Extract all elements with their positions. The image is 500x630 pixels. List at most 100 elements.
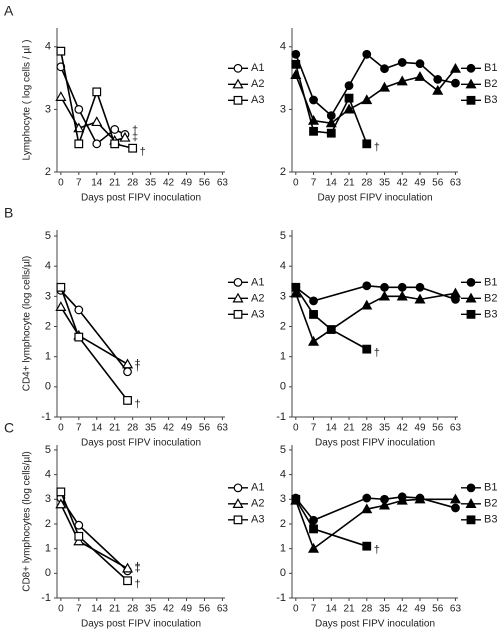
marker — [309, 310, 318, 319]
marker — [361, 94, 373, 105]
x-tick-label: 35 — [379, 604, 391, 615]
marker — [55, 498, 67, 509]
x-tick-label: 21 — [343, 604, 355, 615]
series-line — [60, 289, 129, 373]
x-tick-label: 7 — [311, 604, 317, 615]
legend-label: A1 — [251, 482, 264, 494]
x-tick-label: 42 — [397, 178, 409, 189]
marker — [309, 296, 318, 306]
legend-label: A1 — [251, 276, 264, 288]
x-tick-label: 49 — [181, 178, 193, 189]
y-tick-label: 3 — [45, 103, 51, 115]
marker — [397, 282, 407, 292]
y-tick-label: 4 — [280, 260, 286, 272]
marker — [123, 396, 132, 405]
x-tick-label: 42 — [163, 178, 175, 189]
series-line — [295, 292, 456, 343]
x-tick-label: 56 — [432, 604, 444, 615]
x-tick-label: 63 — [450, 423, 462, 434]
marker — [344, 81, 354, 90]
x-tick-label: 28 — [361, 423, 373, 434]
marker — [451, 503, 460, 513]
legend-label: B3 — [484, 308, 497, 320]
legend-label: B3 — [484, 514, 497, 526]
legend-marker — [233, 63, 243, 73]
marker — [415, 282, 425, 292]
legend-label: B2 — [484, 78, 497, 90]
annotation: † — [140, 146, 146, 158]
annotation: † — [135, 362, 141, 374]
annotation: ‡ — [135, 562, 141, 574]
marker — [110, 139, 120, 149]
legend-marker — [466, 515, 476, 525]
x-tick-label: 49 — [414, 423, 426, 434]
x-tick-label: 7 — [76, 178, 82, 189]
x-tick-label: 63 — [450, 178, 462, 189]
y-tick-label: 0 — [45, 567, 51, 579]
marker — [110, 125, 120, 134]
x-tick-label: 56 — [199, 423, 211, 434]
legend-marker — [466, 309, 476, 319]
legend-marker — [233, 309, 243, 319]
marker — [362, 139, 372, 149]
marker — [325, 117, 337, 128]
marker — [309, 126, 318, 136]
y-tick-label: 2 — [45, 166, 51, 178]
legend-marker — [233, 483, 243, 493]
marker — [74, 305, 84, 315]
x-tick-label: 28 — [127, 604, 139, 615]
legend-marker — [233, 515, 243, 525]
legend-marker — [466, 483, 476, 493]
x-axis-title: Days post FIPV inoculation — [315, 619, 435, 630]
marker — [414, 493, 426, 504]
marker — [308, 335, 320, 346]
y-tick-label: 1 — [45, 543, 51, 555]
marker — [378, 290, 391, 301]
annotation: † — [135, 358, 141, 370]
annotation: † — [135, 579, 141, 591]
x-tick-label: 35 — [145, 178, 157, 189]
legend-marker — [466, 63, 476, 73]
marker — [362, 541, 372, 551]
x-tick-label: 35 — [379, 423, 391, 434]
legend-marker — [466, 95, 476, 105]
y-tick-label: 0 — [280, 381, 286, 393]
panel-label: C — [4, 420, 14, 436]
y-tick-label: 3 — [280, 103, 286, 115]
marker — [451, 78, 460, 88]
y-tick-label: 5 — [280, 444, 286, 456]
x-tick-label: 42 — [163, 604, 175, 615]
marker — [122, 358, 134, 369]
x-tick-label: 56 — [199, 178, 211, 189]
marker — [414, 71, 426, 81]
marker — [119, 131, 131, 142]
legend-label: B2 — [484, 292, 497, 304]
legend-label: B2 — [484, 498, 497, 510]
legend-marker — [232, 292, 244, 303]
y-tick-label: 0 — [280, 567, 286, 579]
panel-label: B — [4, 205, 13, 221]
series-line — [295, 498, 368, 547]
legend-label: A2 — [251, 292, 264, 304]
x-tick-label: 7 — [311, 423, 317, 434]
y-tick-label: 0 — [45, 381, 51, 393]
marker — [74, 104, 84, 114]
marker — [414, 293, 426, 304]
y-tick-label: 1 — [280, 351, 286, 363]
x-tick-label: 21 — [343, 423, 355, 434]
x-tick-label: 0 — [58, 423, 64, 434]
x-axis-title: Days post FIPV inoculation — [81, 193, 201, 204]
x-axis-title: Days post FIPV inoculation — [81, 619, 201, 630]
y-axis-title: Lymphocyte ( log cells / µl ) — [22, 40, 33, 161]
annotation: † — [374, 544, 380, 556]
marker — [397, 58, 407, 67]
marker — [432, 84, 444, 95]
marker — [326, 325, 336, 334]
marker — [56, 282, 66, 292]
x-tick-label: 0 — [293, 178, 299, 189]
marker — [128, 143, 138, 153]
x-tick-label: 35 — [145, 604, 157, 615]
x-tick-label: 0 — [293, 423, 299, 434]
x-tick-label: 7 — [311, 178, 317, 189]
marker — [122, 562, 134, 573]
